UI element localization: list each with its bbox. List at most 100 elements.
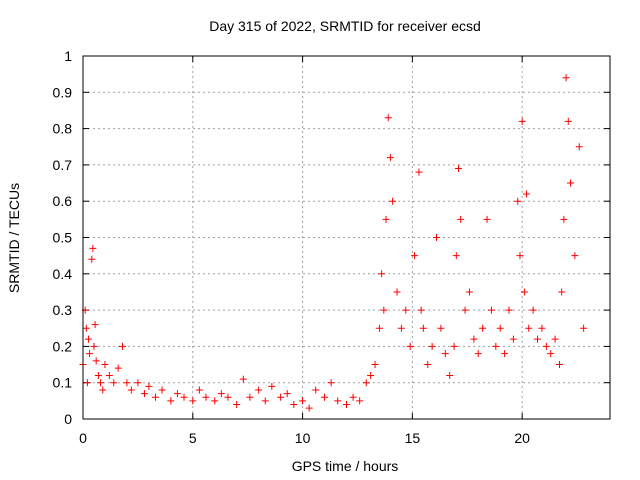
data-point bbox=[454, 165, 462, 173]
data-point bbox=[417, 306, 425, 314]
data-point bbox=[349, 393, 357, 401]
data-point bbox=[520, 288, 528, 296]
data-point bbox=[83, 379, 91, 387]
data-point bbox=[224, 393, 232, 401]
data-point bbox=[94, 371, 102, 379]
data-point bbox=[334, 397, 342, 405]
data-point bbox=[362, 379, 370, 387]
data-point bbox=[461, 306, 469, 314]
data-point bbox=[99, 386, 107, 394]
tick-layer bbox=[82, 55, 610, 420]
data-point bbox=[525, 324, 533, 332]
data-point bbox=[189, 397, 197, 405]
data-point bbox=[487, 306, 495, 314]
y-tick-label: 0 bbox=[64, 411, 72, 427]
data-point bbox=[465, 288, 473, 296]
data-point bbox=[283, 390, 291, 398]
data-point bbox=[89, 244, 97, 252]
y-tick-label: 0.3 bbox=[53, 302, 73, 318]
data-point bbox=[393, 288, 401, 296]
data-point bbox=[327, 379, 335, 387]
data-point bbox=[389, 197, 397, 205]
data-point bbox=[555, 361, 563, 369]
data-point bbox=[566, 179, 574, 187]
data-point bbox=[378, 270, 386, 278]
data-point bbox=[523, 190, 531, 198]
data-point bbox=[437, 324, 445, 332]
data-point bbox=[97, 379, 105, 387]
data-point bbox=[509, 335, 517, 343]
data-point bbox=[239, 375, 247, 383]
y-tick-label: 0.5 bbox=[53, 230, 73, 246]
data-point bbox=[321, 393, 329, 401]
plot-frame bbox=[82, 55, 611, 420]
data-point bbox=[450, 342, 458, 350]
data-point bbox=[457, 215, 465, 223]
y-tick-label: 1 bbox=[64, 48, 72, 64]
data-point bbox=[261, 397, 269, 405]
y-tick-labels: 0 0.1 0.2 0.3 0.4 0.5 0.6 0.7 0.8 0.9 1 bbox=[53, 48, 73, 427]
data-point bbox=[518, 117, 526, 125]
data-point bbox=[91, 321, 99, 329]
data-point bbox=[382, 215, 390, 223]
data-point bbox=[255, 386, 263, 394]
x-tick-label: 15 bbox=[405, 430, 421, 446]
data-point bbox=[534, 335, 542, 343]
data-point bbox=[516, 252, 524, 260]
data-point bbox=[529, 306, 537, 314]
data-point bbox=[90, 342, 98, 350]
data-point bbox=[514, 197, 522, 205]
x-tick-label: 20 bbox=[514, 430, 530, 446]
data-point bbox=[580, 324, 588, 332]
data-point bbox=[505, 306, 513, 314]
data-point bbox=[268, 382, 276, 390]
data-point bbox=[402, 306, 410, 314]
data-point bbox=[446, 371, 454, 379]
x-tick-label: 10 bbox=[295, 430, 311, 446]
data-point bbox=[547, 350, 555, 358]
data-point bbox=[479, 324, 487, 332]
data-point bbox=[474, 350, 482, 358]
data-point bbox=[86, 350, 94, 358]
data-point bbox=[562, 74, 570, 82]
data-point bbox=[560, 215, 568, 223]
data-point bbox=[119, 342, 127, 350]
data-point bbox=[424, 361, 432, 369]
data-point bbox=[371, 361, 379, 369]
x-tick-label: 5 bbox=[189, 430, 197, 446]
data-point bbox=[470, 335, 478, 343]
data-point bbox=[217, 390, 225, 398]
data-point bbox=[501, 350, 509, 358]
data-point bbox=[88, 255, 96, 263]
y-tick-label: 0.1 bbox=[53, 375, 73, 391]
y-axis-label: SRMTID / TECUs bbox=[6, 183, 22, 293]
data-point bbox=[277, 393, 285, 401]
data-point bbox=[110, 379, 118, 387]
data-point bbox=[173, 390, 181, 398]
y-tick-label: 0.6 bbox=[53, 193, 73, 209]
y-tick-label: 0.8 bbox=[53, 121, 73, 137]
data-point bbox=[380, 306, 388, 314]
data-point bbox=[211, 397, 219, 405]
data-point bbox=[195, 386, 203, 394]
data-point bbox=[305, 404, 313, 412]
data-point bbox=[496, 324, 504, 332]
data-point bbox=[441, 350, 449, 358]
data-point bbox=[415, 168, 423, 176]
data-point bbox=[127, 386, 135, 394]
data-points bbox=[79, 74, 588, 412]
y-tick-label: 0.4 bbox=[53, 266, 73, 282]
data-point bbox=[367, 371, 375, 379]
data-point bbox=[123, 379, 131, 387]
data-point bbox=[105, 371, 113, 379]
data-point bbox=[290, 400, 298, 408]
y-tick-label: 0.2 bbox=[53, 338, 73, 354]
data-point bbox=[92, 357, 100, 365]
data-point bbox=[406, 342, 414, 350]
data-point bbox=[356, 397, 364, 405]
data-point bbox=[542, 342, 550, 350]
data-point bbox=[428, 342, 436, 350]
data-point bbox=[483, 215, 491, 223]
data-point bbox=[411, 252, 419, 260]
data-point bbox=[202, 393, 210, 401]
